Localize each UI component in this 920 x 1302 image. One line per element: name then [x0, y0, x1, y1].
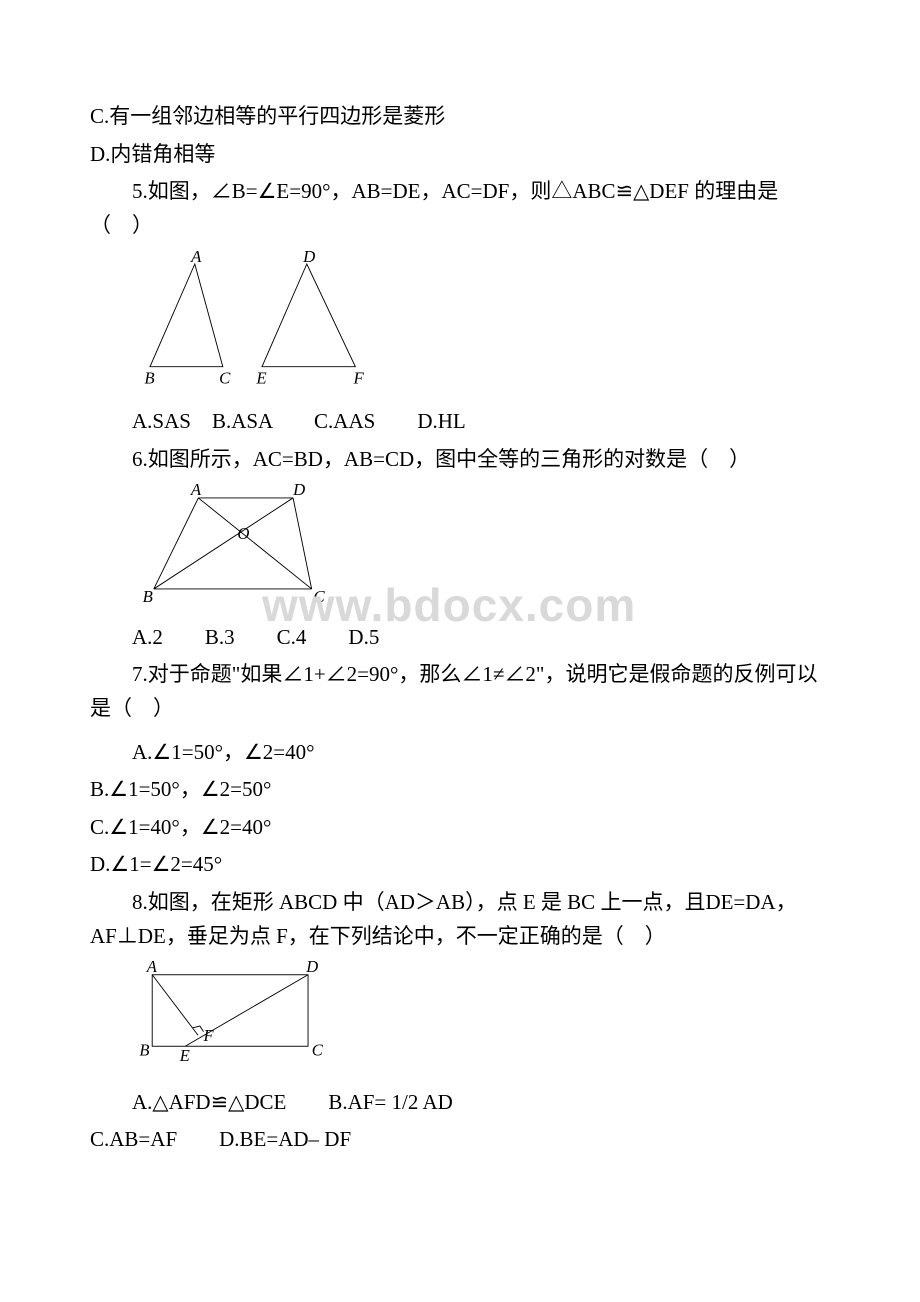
q8-options-line2: C.AB=AF D.BE=AD– DF	[90, 1123, 830, 1157]
label-B: B	[139, 1041, 149, 1060]
label-E: E	[255, 369, 266, 388]
q7-option-c: C.∠1=40°，∠2=40°	[90, 811, 830, 845]
q5-options: A.SAS B.ASA C.AAS D.HL	[90, 405, 830, 439]
label-A: A	[146, 961, 158, 976]
q5-stem: 5.如图，∠B=∠E=90°，AB=DE，AC=DF，则△ABC≌△DEF 的理…	[90, 175, 830, 242]
q7-option-a: A.∠1=50°，∠2=40°	[90, 736, 830, 770]
label-A: A	[190, 250, 202, 266]
q6-figure: A D B C O www.bdocx.com	[132, 484, 830, 625]
label-D: D	[302, 250, 315, 266]
label-B: B	[144, 369, 154, 388]
label-E: E	[179, 1046, 190, 1065]
q7-stem: 7.对于命题"如果∠1+∠2=90°，那么∠1≠∠2"，说明它是假命题的反例可以…	[90, 658, 830, 725]
q8-options-line1: A.△AFD≌△DCE B.AF= 1/2 AD	[90, 1086, 830, 1120]
q6-stem: 6.如图所示，AC=BD，AB=CD，图中全等的三角形的对数是（ ）	[90, 443, 830, 477]
q4-option-d: D.内错角相等	[90, 138, 830, 172]
q7-option-d: D.∠1=∠2=45°	[90, 848, 830, 882]
q6-options: A.2 B.3 C.4 D.5	[90, 621, 830, 655]
label-F: F	[352, 369, 364, 388]
label-B: B	[143, 587, 153, 606]
label-D: D	[305, 961, 318, 976]
label-C: C	[314, 587, 326, 606]
label-C: C	[312, 1041, 324, 1060]
q8-figure: A D B C E F	[132, 961, 830, 1082]
q5-figure: A B C D E F	[132, 250, 830, 401]
label-D: D	[292, 484, 305, 499]
label-C: C	[219, 369, 231, 388]
label-O: O	[237, 524, 249, 543]
q8-stem: 8.如图，在矩形 ABCD 中（AD＞AB），点 E 是 BC 上一点，且DE=…	[90, 886, 830, 953]
label-F: F	[203, 1026, 215, 1045]
q4-option-c: C.有一组邻边相等的平行四边形是菱形	[90, 100, 830, 134]
q7-option-b: B.∠1=50°，∠2=50°	[90, 773, 830, 807]
label-A: A	[190, 484, 202, 499]
